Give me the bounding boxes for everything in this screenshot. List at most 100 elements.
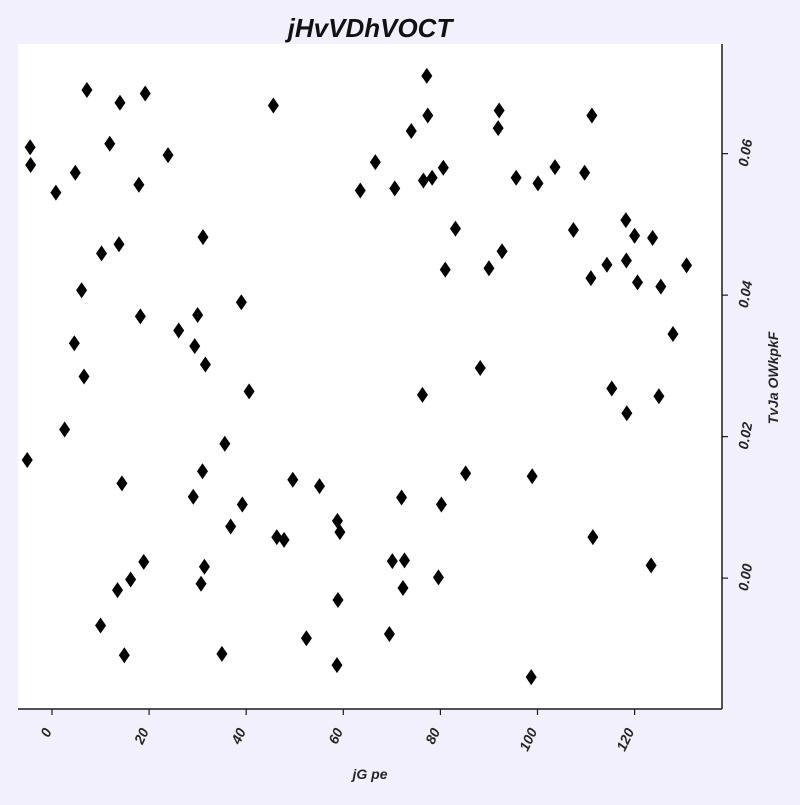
data-point [398, 552, 410, 569]
x-tick-label: 120 [613, 725, 637, 753]
data-point [606, 380, 618, 397]
data-point [114, 94, 126, 111]
data-point [426, 169, 438, 186]
data-point [389, 180, 401, 197]
data-point [655, 278, 667, 295]
y-tick-label: 0.02 [735, 421, 756, 451]
data-point [104, 135, 116, 152]
data-point [50, 184, 62, 201]
data-point [526, 468, 538, 485]
data-point [236, 496, 248, 513]
chart-title: jHvVDhVOCT [285, 13, 455, 43]
data-point [96, 245, 108, 262]
y-axis-label: TvJa OWkpkF [765, 331, 781, 424]
data-point [435, 496, 447, 513]
x-tick-label: 60 [325, 725, 346, 746]
data-point [585, 270, 597, 287]
data-point [460, 465, 472, 482]
data-point [68, 335, 80, 352]
data-point [681, 257, 693, 274]
plot-background [18, 44, 722, 709]
data-point [300, 630, 312, 647]
data-point [25, 156, 37, 173]
data-point [21, 451, 33, 468]
data-point [510, 169, 522, 186]
data-point [267, 97, 279, 114]
data-point [24, 139, 36, 156]
data-point [422, 107, 434, 124]
data-point [493, 102, 505, 119]
data-points [21, 67, 693, 686]
y-tick-label: 0.04 [735, 279, 756, 309]
data-point [243, 383, 255, 400]
data-point [139, 85, 151, 102]
data-point [483, 260, 495, 277]
y-tick-label: 0.06 [735, 138, 756, 168]
data-point [69, 164, 81, 181]
data-point [439, 261, 451, 278]
data-point [173, 322, 185, 339]
y-tick-label: 0.00 [735, 562, 756, 592]
data-point [496, 243, 508, 260]
data-point [397, 580, 409, 597]
data-point [112, 582, 124, 599]
y-axis-ticks: 0.00 0.02 0.04 0.06 [722, 138, 755, 592]
data-point [621, 405, 633, 422]
data-point [189, 338, 201, 355]
data-point [278, 531, 290, 548]
data-point [95, 617, 107, 634]
data-point [667, 326, 679, 343]
data-point [492, 120, 504, 137]
data-point [331, 657, 343, 674]
data-point [432, 569, 444, 586]
data-point [416, 386, 428, 403]
data-point [437, 159, 449, 176]
data-point [334, 524, 346, 541]
data-point [216, 645, 228, 662]
x-tick-label: 40 [227, 725, 249, 747]
data-point [162, 147, 174, 164]
data-point [225, 518, 237, 535]
x-tick-label: 0 [37, 725, 55, 739]
x-axis-label: jG pe [350, 766, 387, 782]
data-point [586, 107, 598, 124]
data-point [76, 282, 88, 299]
data-point [187, 488, 199, 505]
data-point [197, 229, 209, 246]
data-point [287, 471, 299, 488]
data-point [386, 553, 398, 570]
data-point [134, 308, 146, 325]
data-point [116, 475, 128, 492]
x-tick-label: 20 [130, 725, 152, 747]
data-point [579, 164, 591, 181]
data-point [396, 489, 408, 506]
data-point [421, 67, 433, 84]
data-point [235, 294, 247, 311]
data-point [653, 388, 665, 405]
data-point [199, 356, 211, 373]
data-point [620, 212, 632, 229]
data-point [620, 252, 632, 269]
data-point [138, 553, 150, 570]
data-point [587, 529, 599, 546]
data-point [532, 175, 544, 192]
data-point [354, 182, 366, 199]
data-point [133, 176, 145, 193]
data-point [125, 571, 137, 588]
data-point [219, 435, 231, 452]
data-point [113, 236, 125, 253]
data-point [196, 463, 208, 480]
data-point [525, 669, 537, 686]
data-point [195, 575, 207, 592]
data-point [332, 592, 344, 609]
x-tick-label: 100 [516, 725, 540, 753]
data-point [601, 256, 613, 273]
data-point [314, 478, 326, 495]
data-point [383, 626, 395, 643]
data-point [629, 227, 641, 244]
data-point [81, 81, 93, 98]
data-point [118, 647, 130, 664]
data-point [647, 229, 659, 246]
